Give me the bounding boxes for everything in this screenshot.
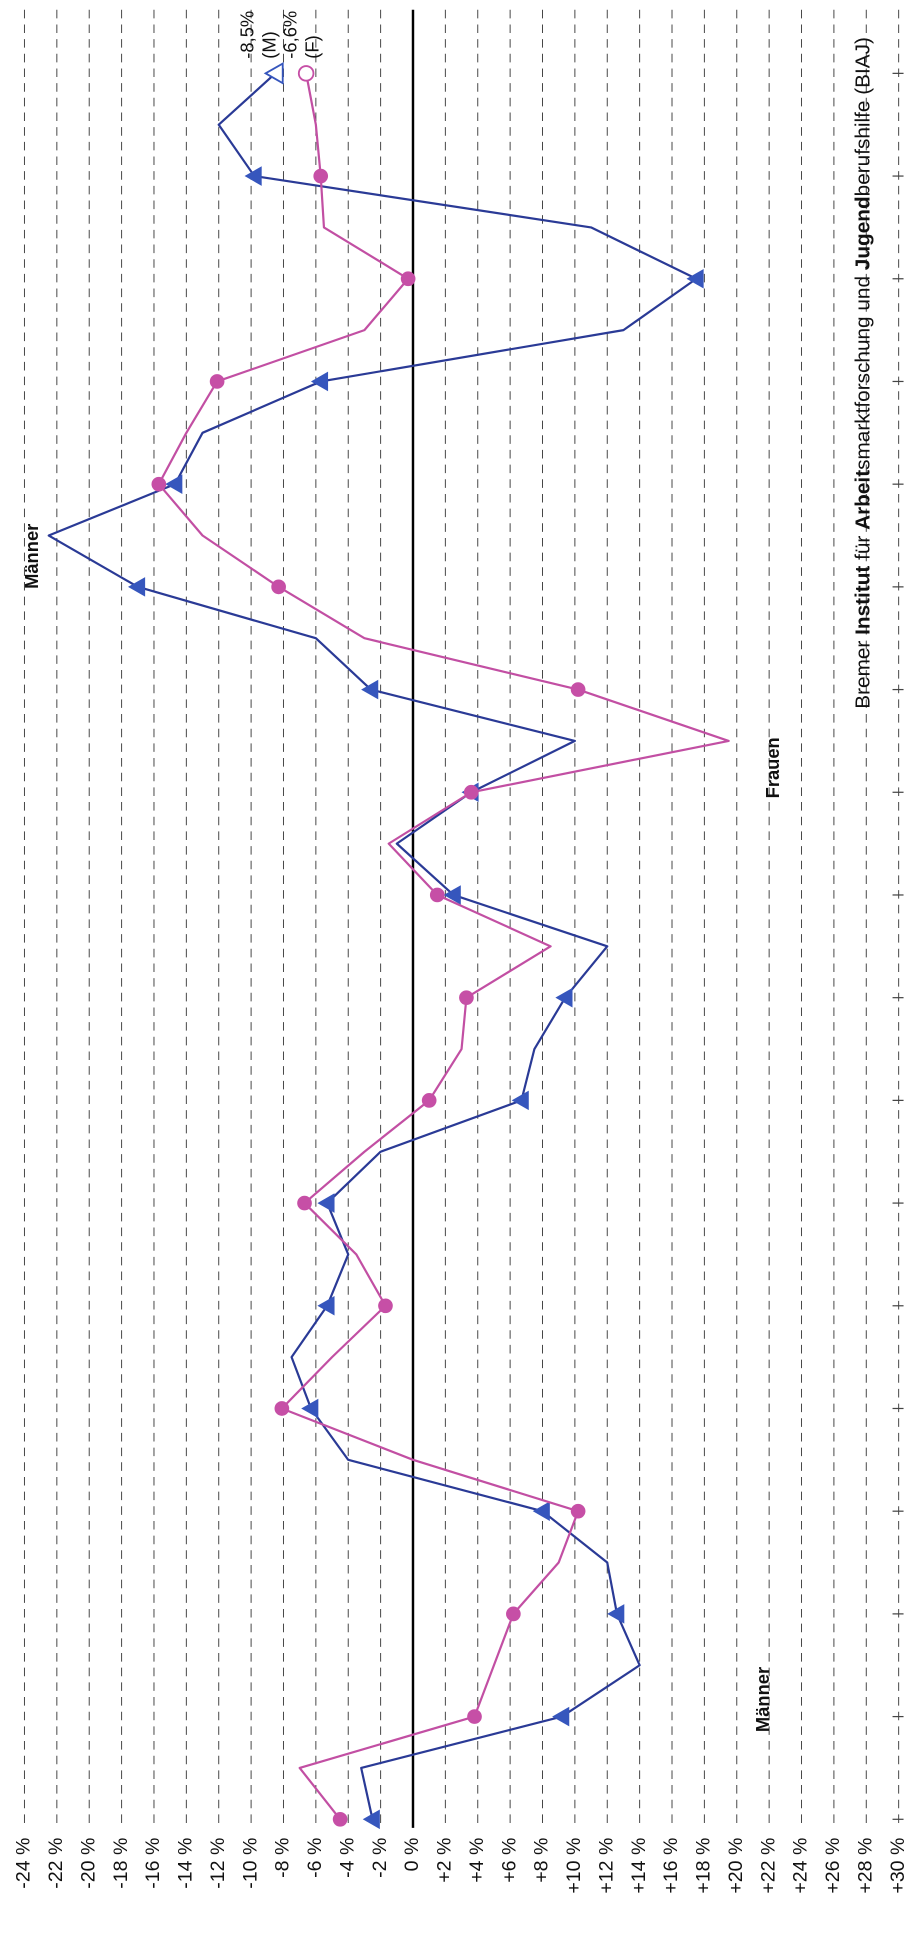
y-tick-label: -16 %	[142, 1838, 164, 1889]
y-tick-label: -18 %	[110, 1838, 132, 1889]
y-tick-label: +4 %	[466, 1838, 488, 1883]
marker	[378, 1298, 393, 1314]
y-tick-label: -6 %	[304, 1838, 326, 1878]
marker	[209, 374, 225, 389]
marker	[332, 1811, 348, 1827]
marker	[165, 474, 183, 494]
marker	[310, 371, 329, 392]
y-tick-label: -12 %	[207, 1838, 229, 1889]
marker	[301, 1398, 319, 1419]
end-label: -8,5%	[236, 11, 257, 59]
y-tick-label: +28 %	[854, 1838, 876, 1894]
series-line	[47, 72, 698, 1820]
marker	[297, 1195, 312, 1211]
end-label: -6,6%	[279, 11, 300, 59]
marker	[317, 1296, 335, 1316]
marker	[570, 1503, 586, 1519]
marker	[467, 1709, 482, 1724]
marker	[686, 268, 704, 289]
marker	[263, 61, 284, 85]
marker	[274, 1401, 290, 1416]
source-part: Bremer	[852, 635, 875, 709]
annotation: Frauen	[762, 737, 783, 798]
y-tick-label: -14 %	[175, 1838, 197, 1889]
y-tick-label: -8 %	[272, 1838, 294, 1878]
marker	[361, 679, 379, 700]
y-tick-label: +30 %	[887, 1838, 909, 1894]
series-line	[157, 73, 730, 1820]
marker	[317, 1193, 335, 1213]
marker	[555, 987, 573, 1008]
y-tick-label: +2 %	[434, 1838, 456, 1883]
y-tick-label: -20 %	[77, 1838, 99, 1889]
y-tick-label: +12 %	[595, 1838, 617, 1894]
y-tick-label: +22 %	[757, 1838, 779, 1894]
y-tick-label: -10 %	[239, 1838, 261, 1889]
source-part: für	[852, 530, 875, 566]
y-tick-label: -2 %	[369, 1838, 391, 1878]
marker	[128, 577, 146, 597]
y-tick-label: +14 %	[628, 1838, 650, 1894]
y-tick-label: +6 %	[498, 1838, 520, 1883]
marker	[607, 1604, 625, 1624]
marker	[532, 1501, 550, 1521]
marker	[459, 990, 474, 1006]
marker	[552, 1706, 570, 1727]
y-tick-label: +24 %	[790, 1838, 812, 1894]
marker	[421, 1093, 437, 1108]
marker	[511, 1090, 529, 1111]
end-label: (F)	[301, 35, 322, 58]
end-label: (M)	[258, 31, 279, 58]
marker	[244, 166, 262, 186]
marker	[151, 476, 167, 492]
y-tick-label: -24 %	[13, 1838, 35, 1889]
marker	[443, 885, 461, 905]
marker	[362, 1809, 380, 1830]
y-tick-label: 0 %	[401, 1838, 423, 1872]
marker	[506, 1606, 521, 1622]
marker	[400, 271, 416, 287]
y-tick-label: +20 %	[725, 1838, 747, 1894]
y-tick-label: +8 %	[531, 1838, 553, 1883]
marker	[271, 579, 286, 595]
marker	[463, 784, 479, 800]
marker	[570, 682, 586, 697]
marker	[297, 65, 315, 82]
annotation: Männer	[752, 1667, 773, 1732]
y-tick-label: +18 %	[693, 1838, 715, 1894]
source-part: Jugend	[852, 196, 875, 270]
y-tick-label: +26 %	[822, 1838, 844, 1894]
source-part: smarktforschung und	[852, 270, 875, 470]
source: Bremer Institut für Arbeitsmarktforschun…	[852, 37, 875, 709]
source-part: Institut	[852, 566, 875, 635]
y-tick-label: -4 %	[336, 1838, 358, 1878]
marker	[313, 168, 329, 184]
source-part: Arbeit	[852, 470, 875, 530]
marker	[429, 887, 445, 903]
y-tick-label: -22 %	[45, 1838, 67, 1889]
source-part: berufshilfe (BIAJ)	[852, 37, 875, 196]
annotation: Männer	[21, 524, 42, 589]
y-tick-label: +10 %	[563, 1838, 585, 1894]
y-tick-label: +16 %	[660, 1838, 682, 1894]
